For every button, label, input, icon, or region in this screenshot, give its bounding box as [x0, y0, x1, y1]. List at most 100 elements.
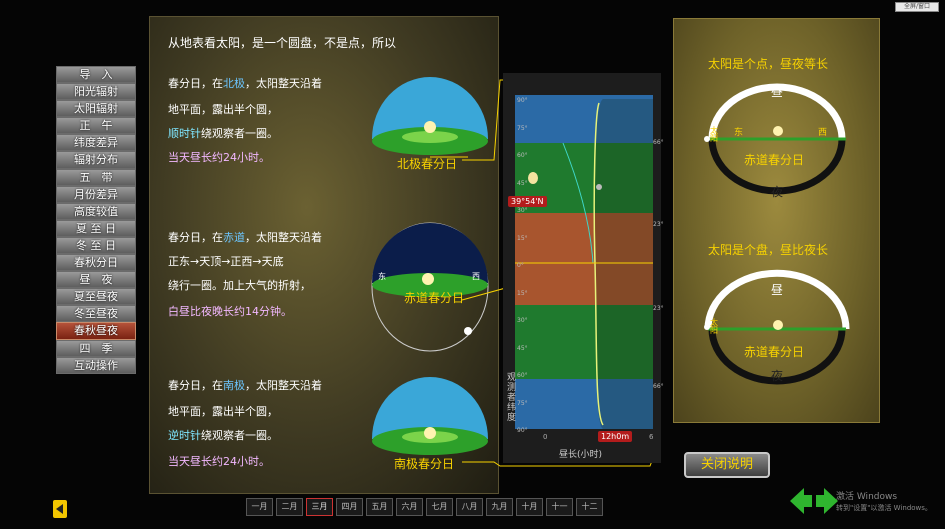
south-line-1: 春分日，在南极，太阳整天沿着: [168, 379, 322, 392]
menu-item[interactable]: 春秋昼夜: [56, 322, 136, 340]
chart-tick-left: 75°: [517, 399, 528, 407]
latitude-badge: 39°54'N: [508, 196, 547, 207]
disk-sun-diagram: [704, 269, 850, 385]
month-button[interactable]: 五月: [366, 498, 393, 516]
menu-item[interactable]: 冬 至 日: [56, 236, 136, 255]
north-line-4: 当天昼长约24小时。: [168, 151, 270, 164]
chart-tick-left: 15°: [517, 234, 528, 242]
month-button[interactable]: 十月: [516, 498, 543, 516]
disk-sun-day-label: 昼: [771, 283, 784, 297]
comparison-panel: 太阳是个点，昼夜等长 昼 夜 太阳 东 西 赤道春分日 太阳是个盘，昼比夜长 昼…: [673, 18, 880, 423]
month-button[interactable]: 四月: [336, 498, 363, 516]
south-dome: [372, 377, 488, 455]
daylength-chart: 90° 75° 60° 45° 30° 15° 0° 15° 30° 45° 60° 75° 90° 6…: [503, 73, 664, 463]
chart-tick-right: 23°: [653, 221, 664, 228]
point-sun-title: 太阳是个点，昼夜等长: [708, 57, 829, 71]
north-line-3: 顺时针绕观察者一圈。: [168, 127, 278, 140]
menu-item[interactable]: 夏至昼夜: [56, 288, 136, 306]
back-icon[interactable]: [53, 500, 67, 518]
disk-sun-night-label: 夜: [771, 369, 784, 383]
menu-item[interactable]: 昼 夜: [56, 271, 136, 289]
windows-watermark: 激活 Windows 转到"设置"以激活 Windows。: [836, 492, 932, 514]
watermark-line-2: 转到"设置"以激活 Windows。: [836, 504, 932, 512]
menu-item[interactable]: 互动操作: [56, 356, 136, 374]
next-arrow-icon[interactable]: [816, 488, 838, 514]
menu-item[interactable]: 春秋分日: [56, 254, 136, 272]
equator-line-1: 春分日，在赤道，太阳整天沿着: [168, 231, 322, 244]
north-line-1: 春分日，在北极，太阳整天沿着: [168, 77, 322, 90]
menu-item[interactable]: 高度较值: [56, 202, 136, 220]
month-button[interactable]: 三月: [306, 498, 333, 516]
south-line-2: 地平面，露出半个圆，: [168, 405, 278, 418]
month-selector: 一月 二月 三月 四月 五月 六月 七月 八月 九月 十月 十一 十二: [246, 498, 606, 518]
chart-tick-left: 15°: [517, 289, 528, 297]
point-sun-sun-label: 太阳: [710, 126, 718, 143]
chart-tick-left: 90°: [517, 427, 528, 434]
point-sun-night-label: 夜: [771, 185, 784, 199]
month-button[interactable]: 七月: [426, 498, 453, 516]
menu-item[interactable]: 冬至昼夜: [56, 305, 136, 323]
equator-dome: 东 西: [371, 222, 489, 352]
chart-tick-left: 75°: [517, 124, 528, 132]
month-button[interactable]: 十二: [576, 498, 603, 516]
disk-sun-caption: 赤道春分日: [744, 345, 805, 359]
chart-tick-left: 45°: [517, 344, 528, 352]
menu-item[interactable]: 纬度差异: [56, 134, 136, 152]
menu-item[interactable]: 五 带: [56, 168, 136, 186]
month-button[interactable]: 十一: [546, 498, 573, 516]
chart-tick-left: 45°: [517, 179, 528, 187]
equator-east-label: 东: [378, 271, 386, 281]
disk-sun-sun-label: 太阳: [710, 318, 718, 335]
chart-svg: [515, 95, 653, 429]
menu-item[interactable]: 夏 至 日: [56, 219, 136, 237]
month-button[interactable]: 八月: [456, 498, 483, 516]
chart-x-tick-6: 6: [649, 433, 654, 441]
month-button[interactable]: 二月: [276, 498, 303, 516]
chart-tick-right: 23°: [653, 305, 664, 312]
nav-arrows: [790, 488, 838, 514]
chart-tick-left: 60°: [517, 372, 528, 379]
observer-sun-icon: [528, 172, 538, 184]
north-dome-label: 北极春分日: [397, 157, 458, 171]
south-line-3: 逆时针绕观察者一圈。: [168, 429, 278, 442]
chart-tick-left: 30°: [517, 207, 528, 214]
intro-text: 从地表看太阳，是一个圆盘，不是点，所以: [168, 36, 397, 50]
menu-item[interactable]: 辐射分布: [56, 151, 136, 169]
explanation-panel: 从地表看太阳，是一个圆盘，不是点，所以 春分日，在北极，太阳整天沿着 地平面，露…: [149, 16, 499, 494]
south-dome-label: 南极春分日: [394, 457, 455, 471]
menu-item[interactable]: 月份差异: [56, 185, 136, 203]
point-sun-caption: 赤道春分日: [744, 153, 805, 167]
menu-item[interactable]: 正 午: [56, 117, 136, 135]
watermark-line-1: 激活 Windows: [836, 492, 898, 502]
menu-item[interactable]: 导 入: [56, 66, 136, 84]
chart-tick-right: 66°: [653, 139, 664, 146]
menu-item[interactable]: 太阳辐射: [56, 100, 136, 118]
chart-y-axis-label: 观测者纬度: [507, 373, 517, 423]
chart-tick-left: 30°: [517, 317, 528, 324]
north-dome: [372, 77, 488, 158]
month-button[interactable]: 六月: [396, 498, 423, 516]
chart-tick-right: 66°: [653, 383, 664, 390]
north-line-2: 地平面，露出半个圆，: [168, 103, 278, 116]
point-sun-east-label: 东: [734, 128, 744, 138]
month-button[interactable]: 九月: [486, 498, 513, 516]
equator-line-2: 正东→天顶→正西→天底: [168, 255, 284, 268]
equator-dome-label: 赤道春分日: [404, 291, 465, 305]
disk-sun-title: 太阳是个盘，昼比夜长: [708, 243, 829, 257]
point-sun-diagram: [704, 83, 846, 195]
south-line-4: 当天昼长约24小时。: [168, 455, 270, 468]
chart-tick-left: 60°: [517, 152, 528, 159]
menu-item[interactable]: 四 季: [56, 339, 136, 357]
close-explanation-button[interactable]: 关闭说明: [684, 452, 770, 478]
chart-x-tick-0: 0: [543, 433, 548, 441]
point-sun-west-label: 西: [818, 128, 828, 138]
equator-line-3: 绕行一圈。加上大气的折射，: [168, 279, 311, 292]
point-sun-day-label: 昼: [771, 85, 784, 99]
chart-x-axis-label: 昼长(小时): [559, 450, 603, 460]
prev-arrow-icon[interactable]: [790, 488, 812, 514]
side-menu: 导 入阳光辐射 太阳辐射正 午纬度差异 辐射分布五 带月份差异 高度较值夏 至 日冬 …: [56, 66, 136, 374]
menu-item[interactable]: 阳光辐射: [56, 83, 136, 101]
window-mode-button[interactable]: 全屏/窗口: [895, 2, 939, 12]
equator-west-label: 西: [472, 272, 480, 281]
month-button[interactable]: 一月: [246, 498, 273, 516]
